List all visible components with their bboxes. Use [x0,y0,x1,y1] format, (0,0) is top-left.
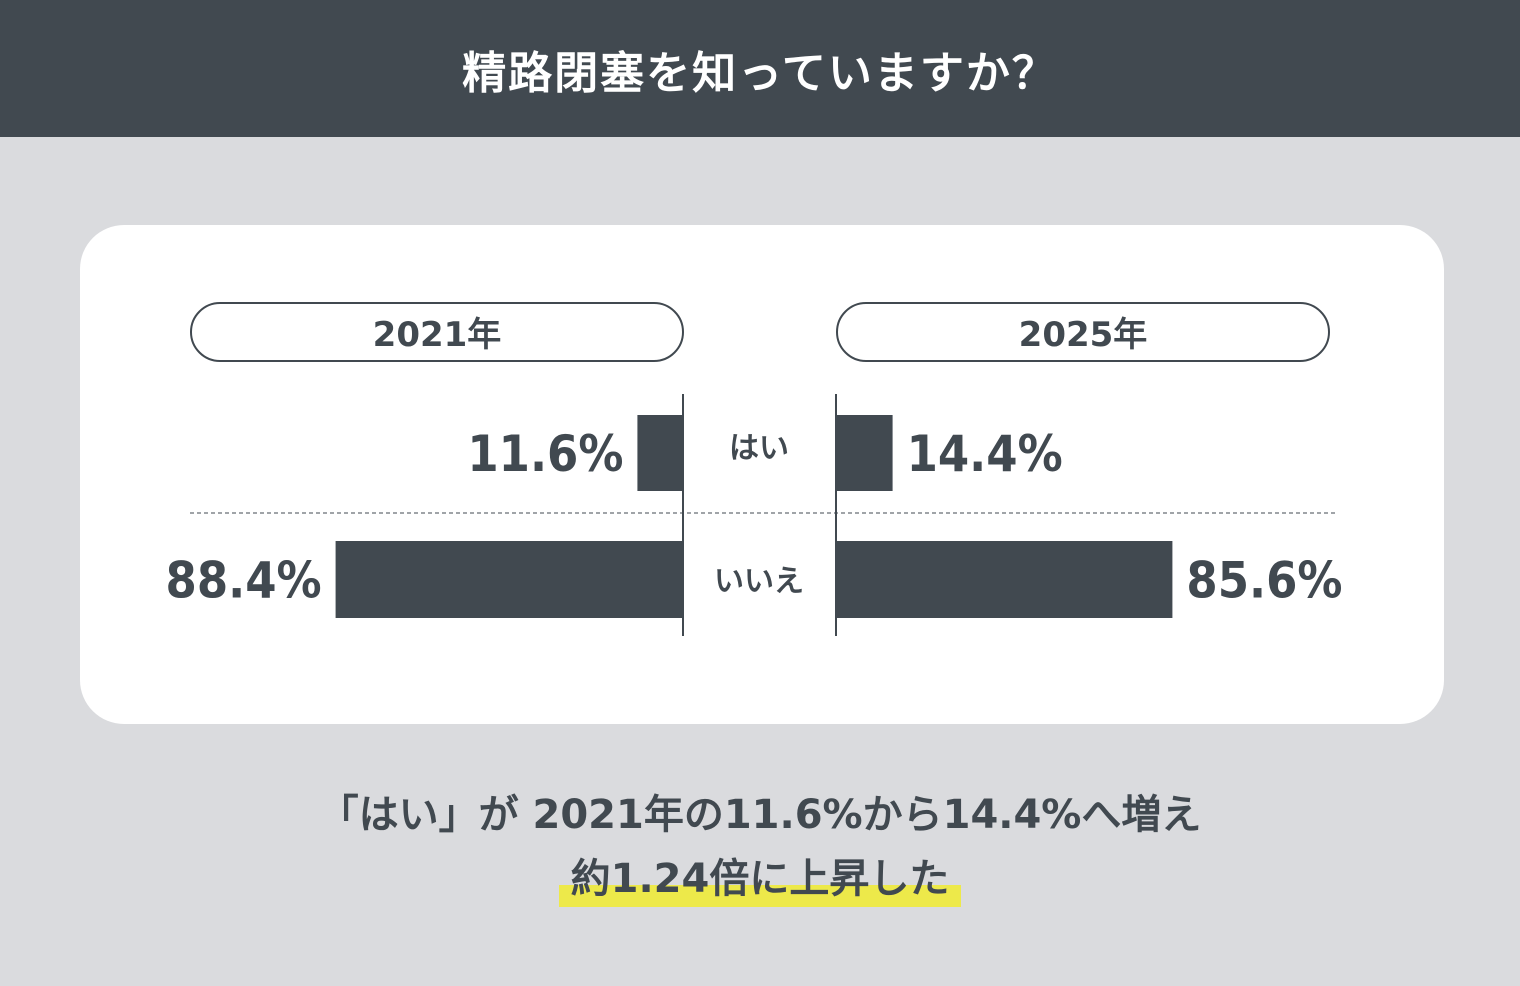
summary-line-1: 「はい」が 2021年の11.6%から14.4%へ増え [318,792,1202,838]
page-title: 精路閉塞を知っていますか？ [462,47,1058,99]
summary-line-2-wrapper: 約1.24倍に上昇した [558,849,962,909]
value-label-2025-no: 85.6% [1186,552,1342,610]
year-label-right: 2025年 [1019,315,1148,355]
bar-2025-yes [836,415,893,491]
header-bar: 精路閉塞を知っていますか？ [0,0,1520,137]
year-pill-right [836,302,1330,362]
category-label-no: いいえ [714,564,804,599]
value-label-2025-yes: 14.4% [907,425,1063,483]
bar-2025-no [836,541,1173,618]
bar-2021-yes [637,415,683,491]
summary-text: 「はい」が 2021年の11.6%から14.4%へ増え 約1.24倍に上昇した [0,785,1520,909]
bar-2021-no [335,541,683,618]
summary-line-2: 約1.24倍に上昇した [570,856,950,902]
value-label-2021-no: 88.4% [166,552,322,610]
year-pill-left [190,302,684,362]
category-label-yes: はい [729,431,789,466]
highlight-marker [558,885,962,907]
year-label-left: 2021年 [373,315,502,355]
value-label-2021-yes: 11.6% [467,425,623,483]
